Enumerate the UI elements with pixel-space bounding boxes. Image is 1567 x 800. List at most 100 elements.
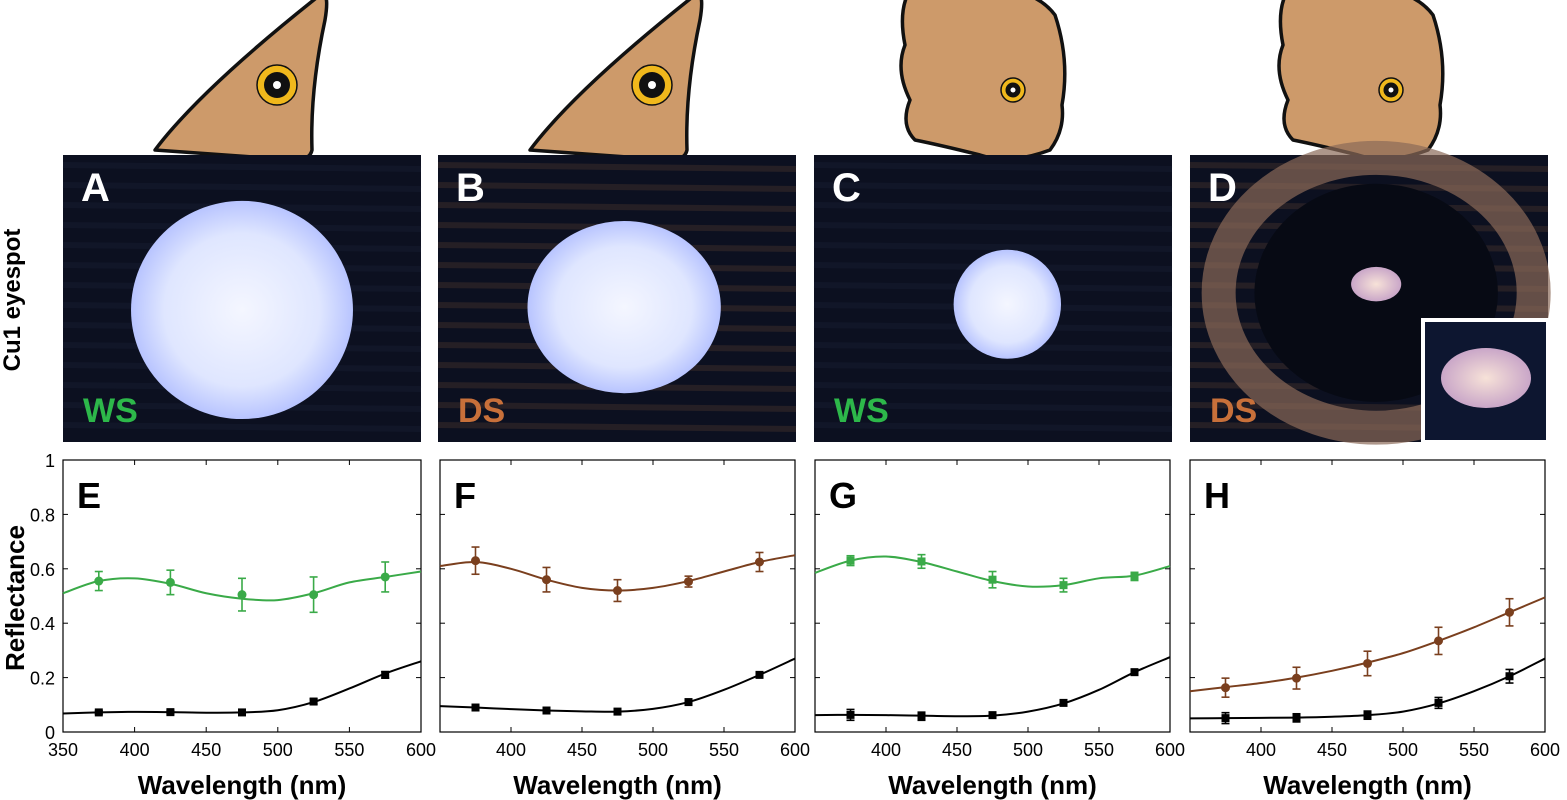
chart-g: 400 450 500 550 600 Wavelength (nm) G bbox=[814, 459, 1185, 800]
x-tick-label: 450 bbox=[942, 740, 972, 760]
data-point bbox=[1505, 672, 1514, 681]
eyespot-ring-scales bbox=[1201, 140, 1551, 445]
panel-letter: B bbox=[456, 166, 485, 210]
y-tick-label: 1 bbox=[45, 451, 55, 471]
panel-letter: C bbox=[832, 166, 861, 210]
series-1 bbox=[814, 656, 1171, 722]
x-tick-label: 400 bbox=[496, 740, 526, 760]
data-point bbox=[166, 708, 175, 717]
data-point bbox=[755, 557, 764, 567]
data-point bbox=[309, 590, 319, 600]
data-point bbox=[238, 708, 246, 717]
x-tick-label: 550 bbox=[709, 740, 739, 760]
x-tick-label: 600 bbox=[1155, 740, 1185, 760]
chart-f: 400 450 500 550 600 Wavelength (nm) F bbox=[439, 459, 810, 800]
scale-texture bbox=[813, 382, 1173, 392]
data-point bbox=[471, 556, 480, 566]
scale-texture bbox=[813, 202, 1173, 212]
scale-texture bbox=[813, 182, 1173, 192]
scale-texture bbox=[813, 162, 1173, 172]
wing-diagram-c bbox=[899, 0, 1067, 161]
scale-texture bbox=[437, 162, 797, 172]
data-point bbox=[1363, 711, 1372, 720]
data-point bbox=[94, 576, 104, 586]
y-axis-label: Reflectance bbox=[0, 525, 30, 671]
y-tick-label: 0.6 bbox=[30, 560, 55, 580]
data-point bbox=[237, 590, 247, 600]
scale-type-tag: WS bbox=[834, 392, 889, 430]
scale-texture bbox=[813, 222, 1173, 232]
data-point bbox=[94, 708, 103, 717]
data-point bbox=[380, 572, 390, 582]
panel-letter: H bbox=[1204, 475, 1230, 516]
y-tick-label: 0.2 bbox=[30, 669, 55, 689]
data-point bbox=[1130, 572, 1139, 581]
data-point bbox=[988, 575, 997, 584]
data-point bbox=[1505, 607, 1514, 617]
x-tick-label: 550 bbox=[1459, 740, 1489, 760]
x-tick-label: 400 bbox=[1246, 740, 1276, 760]
wing-diagram-a bbox=[153, 0, 329, 162]
eyespot-pupil bbox=[648, 81, 656, 89]
y-tick-label: 0 bbox=[45, 723, 55, 743]
x-tick-label: 450 bbox=[1317, 740, 1347, 760]
wing-outline bbox=[528, 0, 704, 162]
data-point bbox=[846, 556, 855, 565]
data-point bbox=[1221, 683, 1230, 693]
x-tick-label: 550 bbox=[334, 740, 364, 760]
data-point bbox=[1059, 581, 1068, 590]
data-point bbox=[846, 710, 855, 719]
data-point bbox=[1059, 698, 1068, 707]
white-focus-spot bbox=[1351, 266, 1402, 302]
x-tick-label: 600 bbox=[406, 740, 436, 760]
x-tick-label: 500 bbox=[1388, 740, 1418, 760]
series-0 bbox=[1189, 596, 1546, 698]
x-tick-label: 600 bbox=[780, 740, 810, 760]
series-1 bbox=[439, 657, 796, 716]
data-point bbox=[684, 698, 693, 707]
photo-panel-c: C WS bbox=[813, 155, 1173, 442]
photo-panel-b: B DS bbox=[437, 155, 797, 442]
x-tick-label: 400 bbox=[120, 740, 150, 760]
panel-letter: A bbox=[81, 166, 110, 210]
scale-texture bbox=[62, 422, 422, 432]
scale-texture bbox=[62, 162, 422, 172]
series-1 bbox=[62, 660, 422, 717]
scale-texture bbox=[813, 402, 1173, 412]
white-focus-spot bbox=[131, 200, 353, 420]
scale-texture bbox=[437, 422, 797, 432]
data-point bbox=[1434, 636, 1443, 646]
data-point bbox=[684, 577, 693, 587]
x-tick-label: 500 bbox=[1013, 740, 1043, 760]
wing-diagram-d bbox=[1277, 0, 1445, 161]
panel-letter: D bbox=[1208, 166, 1237, 210]
wing-outline bbox=[1277, 0, 1445, 161]
x-tick-label: 450 bbox=[191, 740, 221, 760]
row-label: Cu1 eyespot bbox=[0, 229, 26, 372]
y-tick-label: 0.4 bbox=[30, 614, 55, 634]
panel-letter: E bbox=[77, 475, 101, 516]
data-point bbox=[1130, 668, 1139, 677]
data-point bbox=[917, 712, 926, 721]
scale-texture bbox=[62, 182, 422, 192]
scale-type-tag: WS bbox=[83, 392, 138, 430]
x-axis-label: Wavelength (nm) bbox=[513, 770, 721, 800]
scale-type-tag: DS bbox=[458, 392, 505, 430]
panel-letter: G bbox=[829, 475, 857, 516]
plot-area bbox=[814, 459, 1171, 733]
series-0 bbox=[62, 561, 422, 614]
x-tick-label: 550 bbox=[1084, 740, 1114, 760]
data-point bbox=[1363, 658, 1372, 668]
wing-diagram-b bbox=[528, 0, 704, 162]
data-point bbox=[755, 670, 764, 679]
data-point bbox=[917, 557, 926, 566]
data-point bbox=[471, 703, 480, 712]
scale-type-tag: DS bbox=[1210, 392, 1257, 430]
x-tick-label: 500 bbox=[263, 740, 293, 760]
x-tick-label: 350 bbox=[48, 740, 78, 760]
panel-letter: F bbox=[454, 475, 476, 516]
data-point bbox=[1221, 714, 1230, 723]
photo-row: A WS B DS C WS D DS bbox=[62, 140, 1551, 445]
series-1 bbox=[1189, 657, 1546, 725]
